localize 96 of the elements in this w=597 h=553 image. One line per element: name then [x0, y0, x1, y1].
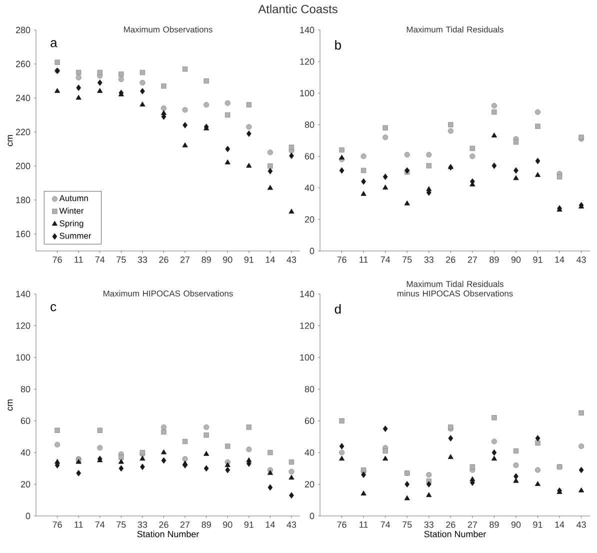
y-tick-label: 60 — [20, 418, 30, 424]
y-tick-label: 100 — [300, 354, 314, 361]
x-tick-label: 11 — [74, 256, 83, 263]
y-tick-label: 260 — [16, 60, 30, 68]
x-tick-label: 76 — [52, 521, 62, 528]
x-tick-label: 14 — [555, 521, 564, 528]
y-tick-label: 120 — [300, 322, 314, 329]
y-tick-label: 180 — [16, 196, 30, 204]
y-tick-label: 0 — [26, 512, 30, 520]
y-tick-label: 120 — [16, 322, 30, 329]
x-tick-label: 11 — [74, 521, 83, 528]
x-tick-label: 89 — [202, 256, 211, 263]
x-tick-label: 90 — [511, 521, 521, 528]
x-tick-label: 43 — [286, 521, 296, 528]
x-axis-title: Station Number — [137, 530, 199, 538]
y-tick-label: 80 — [304, 122, 314, 128]
x-tick-label: 27 — [180, 521, 190, 528]
x-tick-label: 27 — [468, 256, 477, 263]
y-tick-label: 20 — [20, 481, 30, 488]
y-tick-label: 280 — [16, 26, 30, 34]
y-tick-label: 40 — [304, 449, 314, 456]
y-tick-label: 240 — [16, 94, 30, 102]
chart-title: Maximum Tidal Residuals minus HIPOCAS Observations — [397, 280, 513, 296]
x-tick-label: 74 — [95, 521, 105, 528]
x-tick-label: 89 — [490, 521, 499, 528]
x-tick-label: 33 — [138, 521, 148, 528]
x-tick-label: 76 — [337, 256, 346, 263]
annotation: a — [50, 40, 58, 48]
legend-label: Summer — [60, 232, 92, 239]
annotation: b — [335, 40, 341, 50]
x-tick-label: 43 — [576, 521, 586, 528]
y-tick-label: 100 — [300, 90, 314, 96]
chart-title: Maximum Observations — [124, 26, 212, 32]
x-tick-label: 76 — [52, 256, 62, 263]
x-tick-label: 26 — [446, 256, 456, 263]
annotation: c — [50, 304, 56, 312]
legend-label: Autumn — [59, 195, 88, 202]
x-tick-label: 14 — [555, 256, 564, 263]
x-tick-label: 11 — [360, 521, 368, 528]
x-tick-label: 33 — [424, 256, 434, 263]
y-tick-label: 80 — [20, 386, 30, 392]
x-tick-label: 75 — [402, 521, 412, 528]
x-tick-label: 91 — [533, 521, 542, 528]
x-tick-label: 76 — [337, 521, 346, 528]
x-tick-label: 14 — [266, 256, 275, 263]
x-tick-label: 75 — [116, 256, 126, 263]
y-tick-label: 40 — [20, 449, 30, 456]
y-tick-label: 40 — [304, 184, 314, 192]
y-tick-label: 140 — [300, 26, 314, 34]
chart-title: Maximum HIPOCAS Observations — [104, 290, 233, 296]
y-tick-label: 140 — [16, 290, 30, 298]
x-tick-label: 27 — [468, 521, 477, 528]
y-tick-label: 60 — [304, 153, 314, 160]
x-tick-label: 89 — [490, 256, 499, 263]
chart-title: Maximum Tidal Residuals — [406, 26, 504, 32]
x-tick-label: 43 — [576, 256, 586, 263]
y-tick-label: 0 — [310, 248, 314, 254]
x-tick-label: 27 — [180, 256, 190, 263]
x-tick-label: 11 — [360, 256, 368, 263]
text: Atlantic Coasts — [258, 4, 338, 14]
y-tick-label: 160 — [16, 230, 30, 238]
y-axis-title: cm — [8, 400, 13, 411]
x-tick-label: 75 — [402, 256, 412, 263]
y-axis-title: cm — [8, 135, 13, 146]
x-tick-label: 89 — [202, 521, 211, 528]
y-tick-label: 60 — [304, 418, 314, 424]
x-tick-label: 91 — [244, 256, 254, 263]
x-tick-label: 74 — [95, 256, 105, 263]
y-tick-label: 120 — [300, 58, 314, 65]
legend-label: Winter — [59, 208, 84, 214]
legend-label: Spring — [60, 220, 84, 228]
x-tick-label: 91 — [244, 521, 254, 528]
x-tick-label: 33 — [138, 256, 148, 263]
x-tick-label: 26 — [159, 521, 168, 528]
x-tick-label: 26 — [159, 256, 168, 263]
x-axis-title: Station Number — [424, 530, 486, 538]
y-tick-label: 100 — [16, 354, 30, 361]
y-tick-label: 220 — [16, 128, 30, 136]
x-tick-label: 74 — [380, 256, 390, 263]
y-tick-label: 20 — [304, 481, 314, 488]
x-tick-label: 43 — [286, 256, 296, 263]
x-tick-label: 90 — [511, 256, 521, 263]
x-tick-label: 33 — [424, 521, 434, 528]
y-tick-label: 80 — [304, 386, 314, 392]
x-tick-label: 74 — [380, 521, 390, 528]
x-tick-label: 91 — [533, 256, 542, 263]
x-tick-label: 26 — [446, 521, 456, 528]
x-tick-label: 14 — [266, 521, 275, 528]
x-tick-label: 75 — [116, 521, 126, 528]
x-tick-label: 90 — [223, 256, 232, 263]
x-tick-label: 90 — [223, 521, 232, 528]
y-tick-label: 20 — [304, 216, 314, 223]
y-tick-label: 0 — [310, 512, 314, 520]
y-tick-label: 140 — [300, 290, 314, 298]
y-tick-label: 200 — [16, 162, 30, 170]
annotation: d — [334, 304, 341, 314]
